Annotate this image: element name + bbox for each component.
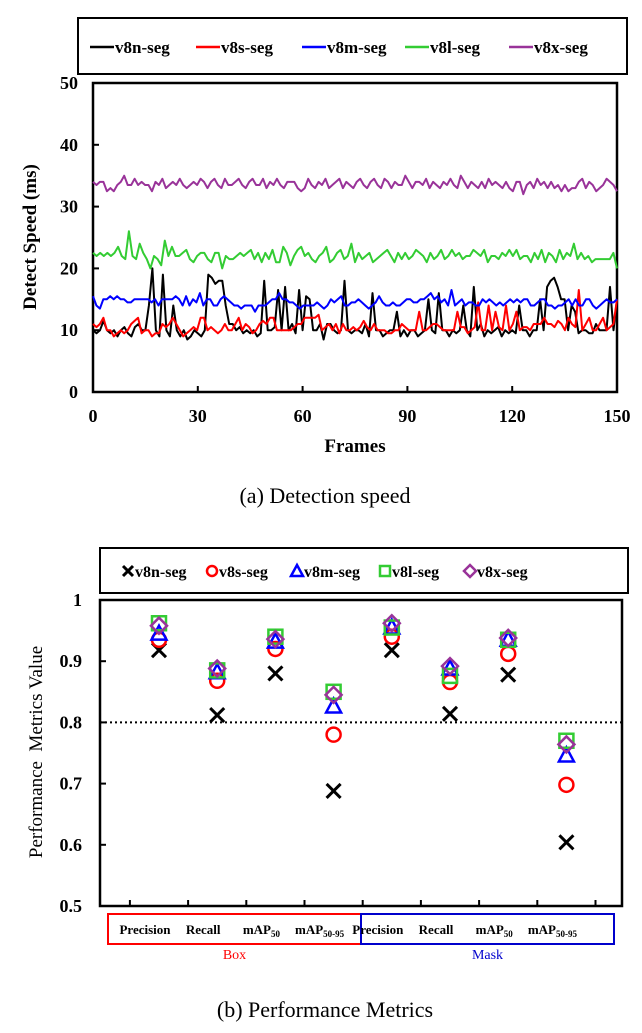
y-tick-label-b: 0.5 (60, 896, 83, 916)
legend-label-v8m-seg: v8m-seg (304, 564, 360, 581)
marker-v8s-seg (325, 726, 342, 743)
group-box-mask (360, 913, 615, 945)
legend-box-b (99, 547, 629, 594)
plot-frame-a (91, 81, 619, 394)
category-label: Recall (419, 922, 454, 937)
marker-v8n-seg (441, 705, 459, 722)
marker-v8m-seg (149, 623, 169, 641)
legend-b: v8n-seg v8s-seg v8m-seg v8l-seg v8x-seg (121, 562, 528, 581)
category-subscript: 50-95 (323, 929, 344, 939)
x-tick-label-a: 60 (294, 406, 312, 426)
y-tick-label-b: 0.9 (60, 651, 83, 671)
y-axis-label-a: Detect Speed (ms) (20, 164, 41, 310)
series-line-v8n-seg (92, 267, 618, 341)
marker-v8s-seg (499, 645, 517, 663)
marker-v8x-seg (149, 615, 169, 636)
y-tick-label-b: 1 (73, 590, 82, 610)
marker-v8n-seg (500, 666, 517, 683)
marker-v8x-seg (382, 613, 402, 634)
legend-marker-v8s-seg (205, 564, 219, 578)
category-label: Precision (119, 922, 171, 937)
caption-b: (b) Performance Metrics (217, 997, 433, 1022)
marker-v8x-seg (440, 656, 460, 676)
marker-v8x-seg (556, 734, 577, 755)
legend-marker-v8n-seg (121, 564, 135, 578)
series-line-v8x-seg (92, 174, 618, 196)
category-labels: Box Mask Precision Recall mAP50 mAP50-95 Preci… (107, 913, 615, 963)
legend-label-v8s-seg: v8s-seg (219, 564, 268, 581)
y-tick-label-a: 20 (60, 258, 78, 278)
legend-label-v8x-seg: v8x-seg (477, 564, 528, 581)
category-label: mAP50-95 (295, 922, 345, 939)
category-subscript: 50-95 (556, 929, 577, 939)
marker-v8n-seg (209, 706, 226, 724)
category-label: mAP50 (476, 922, 514, 939)
category-label: Recall (186, 922, 221, 937)
y-tick-label-a: 10 (60, 320, 78, 340)
category-label: Precision (352, 922, 404, 937)
y-tick-label-a: 40 (60, 135, 78, 155)
category-label: mAP50 (243, 922, 281, 939)
marker-v8n-seg (267, 665, 284, 682)
legend-label-v8l-seg: v8l-seg (392, 564, 439, 581)
legend-marker-v8m-seg (288, 562, 306, 578)
marker-v8s-seg (208, 672, 226, 690)
legend-label-v8m-seg: v8m-seg (327, 38, 387, 57)
marker-v8x-seg (207, 658, 227, 679)
caption-a: (a) Detection speed (239, 483, 410, 508)
marker-v8s-seg (558, 776, 575, 794)
marker-v8l-seg (441, 667, 459, 685)
marker-v8l-seg (558, 732, 575, 750)
axes-a: 0 10 20 30 40 50 0 30 60 90 120 150 (60, 73, 631, 426)
y-tick-label-a: 0 (69, 382, 78, 402)
detection-speed-chart: v8n-seg v8s-seg v8m-seg v8l-seg v8x-seg 0 10 2… (20, 17, 631, 508)
y-tick-label-b: 0.6 (60, 835, 83, 855)
marker-v8n-seg (325, 782, 342, 800)
marker-v8l-seg (383, 619, 401, 636)
series-a (92, 174, 618, 341)
marker-v8s-seg (267, 640, 284, 658)
y-tick-label-b: 0.7 (60, 774, 83, 794)
marker-v8x-seg (265, 629, 286, 649)
x-tick-label-a: 30 (189, 406, 207, 426)
group-label-box: Box (223, 948, 246, 963)
category-subscript: 50 (271, 929, 281, 939)
legend-label-v8x-seg: v8x-seg (534, 38, 588, 57)
x-tick-label-a: 90 (398, 406, 416, 426)
y-tick-label-a: 50 (60, 73, 78, 93)
marker-v8x-seg (323, 685, 344, 705)
y-tick-label-b: 0.8 (60, 712, 83, 732)
x-axis-label-a: Frames (324, 436, 385, 457)
category-label: mAP50-95 (528, 922, 578, 939)
x-tick-label-a: 0 (89, 406, 98, 426)
x-tick-label-a: 120 (499, 406, 526, 426)
legend-label-v8l-seg: v8l-seg (430, 38, 481, 57)
series-line-v8m-seg (92, 289, 618, 313)
series-line-v8s-seg (92, 289, 618, 338)
group-label-mask: Mask (472, 948, 503, 963)
legend-label-v8s-seg: v8s-seg (221, 38, 273, 57)
legend-label-v8n-seg: v8n-seg (135, 564, 187, 581)
marker-v8n-seg (558, 834, 575, 851)
legend-marker-v8l-seg (378, 564, 392, 578)
marker-v8l-seg (325, 683, 342, 701)
axes-b: 0.5 0.6 0.7 0.8 0.9 1 (60, 590, 624, 916)
series-line-v8l-seg (92, 230, 618, 270)
legend-label-v8n-seg: v8n-seg (115, 38, 170, 57)
legend-box-a (77, 17, 628, 75)
legend-a: v8n-seg v8s-seg v8m-seg v8l-seg v8x-seg (90, 38, 588, 57)
legend-marker-v8x-seg (462, 563, 478, 579)
y-axis-label-b: Performance Metrics Value (26, 646, 47, 858)
x-tick-label-a: 150 (604, 406, 631, 426)
marker-v8m-seg (324, 695, 344, 714)
plot-frame-b (98, 598, 624, 908)
marker-v8m-seg (556, 744, 576, 763)
marker-v8n-seg (383, 642, 400, 659)
series-b (149, 613, 577, 851)
performance-metrics-chart: v8n-seg v8s-seg v8m-seg v8l-seg v8x-seg 0.50… (26, 547, 629, 1022)
category-subscript: 50 (504, 929, 514, 939)
marker-v8x-seg (498, 628, 518, 648)
y-tick-label-a: 30 (60, 197, 78, 217)
